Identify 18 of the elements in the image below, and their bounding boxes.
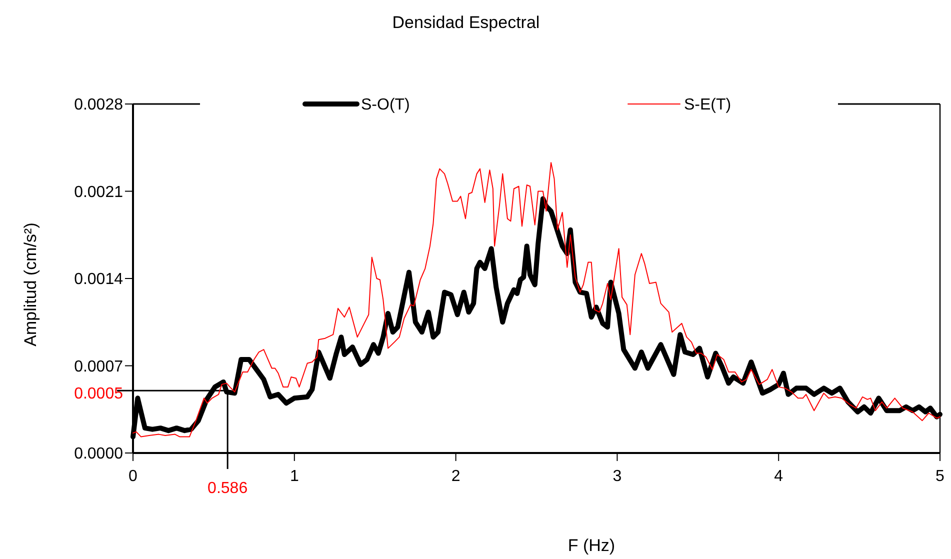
x-tick-label: 5 [936, 468, 945, 485]
x-tick-label: 4 [774, 468, 784, 485]
y-tick-label: 0.0014 [74, 271, 124, 288]
legend-label: S-O(T) [361, 96, 410, 114]
y-tick-label: 0.0007 [74, 358, 124, 376]
y-tick-label: 0.0021 [74, 184, 124, 201]
y-tick-label: 0.0000 [74, 446, 124, 463]
x-axis-title: F (Hz) [568, 536, 616, 555]
y-tick-label: 0.0028 [74, 96, 124, 114]
legend-label: S-E(T) [684, 96, 732, 114]
x-tick-label: 0 [128, 468, 138, 485]
y-axis-title: Amplitud (cm/s²) [21, 222, 40, 346]
x-tick-label: 3 [612, 468, 622, 485]
x-tick-label: 1 [290, 468, 299, 485]
x-tick-label: 2 [451, 468, 460, 485]
chart-title: Densidad Espectral [392, 13, 540, 32]
ref-line-label: 0.0005 [74, 386, 124, 403]
ref-line-label: 0.586 [208, 480, 248, 497]
